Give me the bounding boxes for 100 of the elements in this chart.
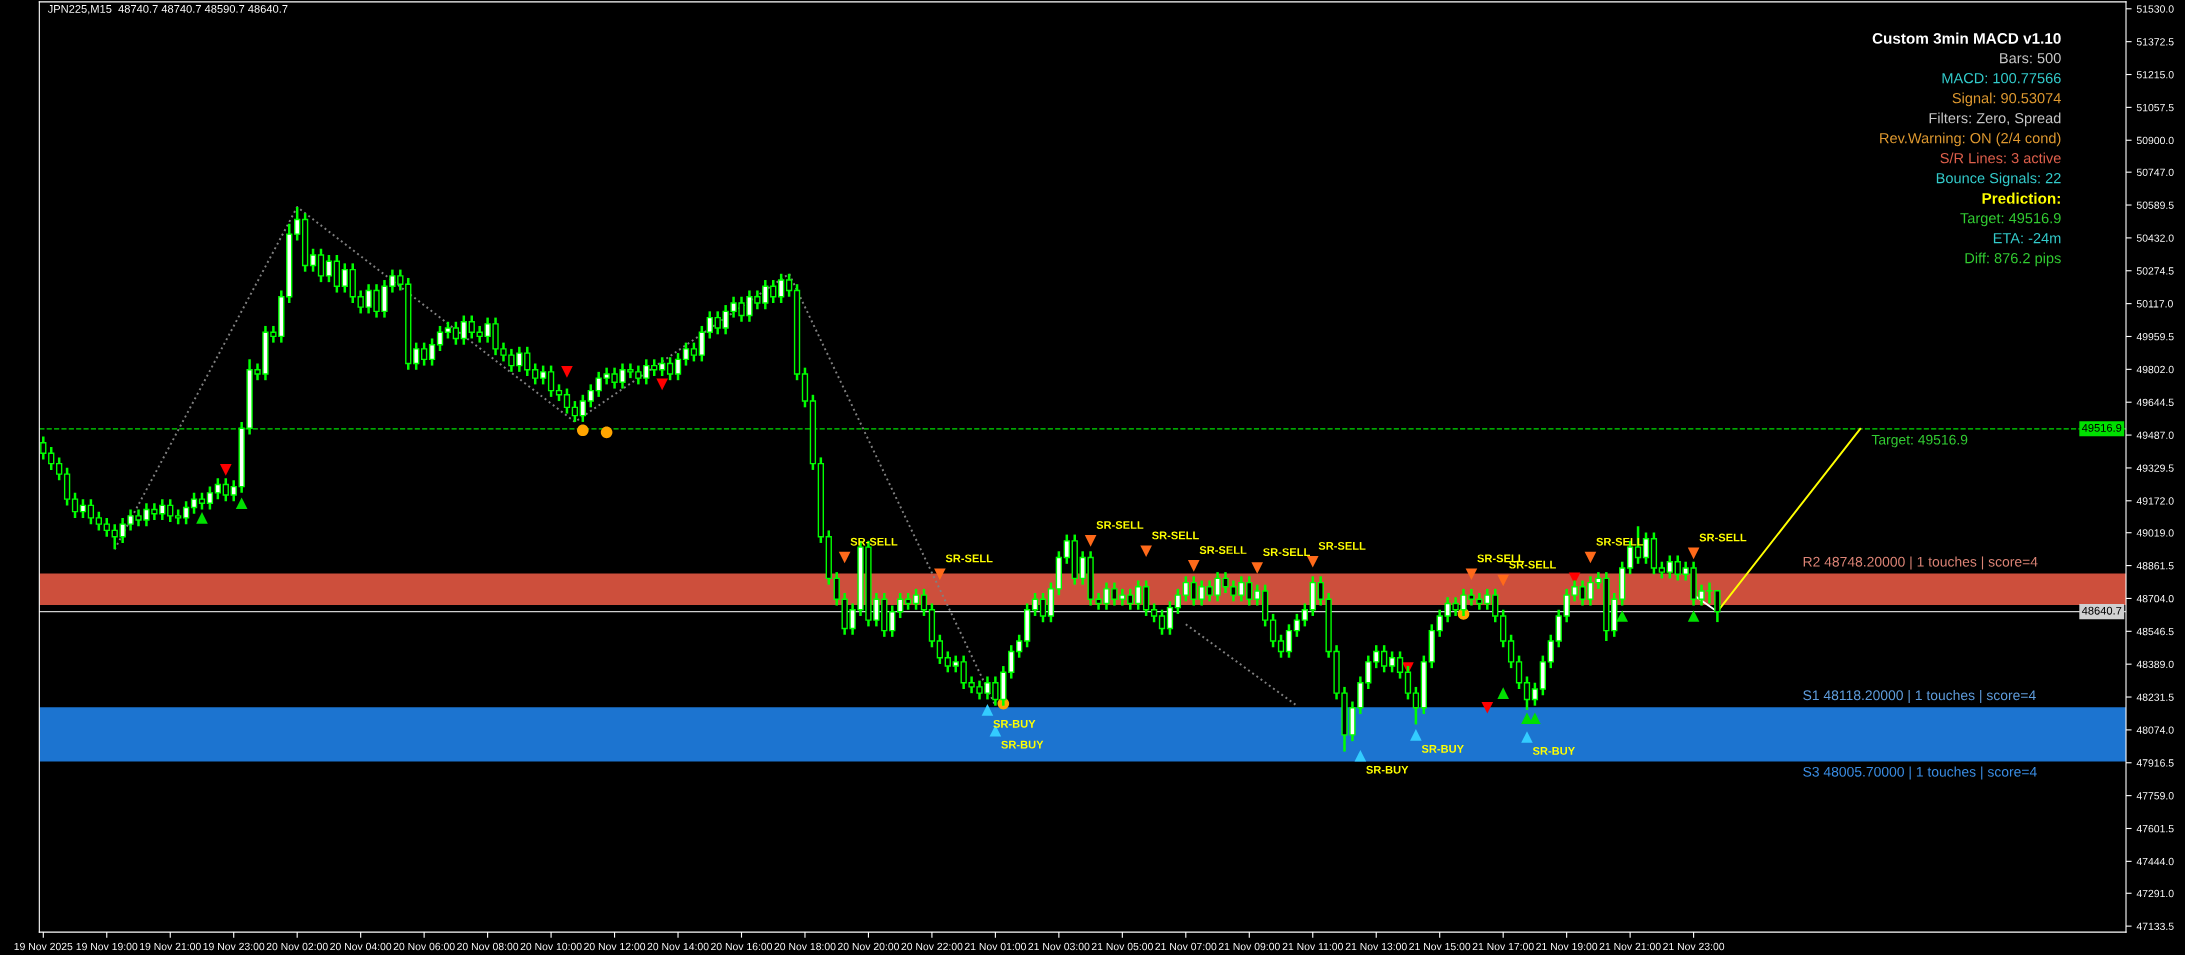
point — [1687, 547, 1700, 560]
candlestick — [182, 499, 190, 526]
point — [219, 464, 232, 476]
annotation: Bounce Signals: 22 — [1936, 172, 2061, 187]
data-label: SR-SELL — [1318, 541, 1366, 550]
candlestick — [56, 456, 63, 482]
candlestick — [1174, 587, 1182, 616]
y-tick-label: 50747.0 — [2136, 168, 2174, 177]
candlestick — [1190, 575, 1197, 607]
candlestick — [40, 435, 47, 461]
x-tick-label: 20 Nov 22:00 — [901, 942, 963, 951]
x-tick-label: 19 Nov 21:00 — [140, 942, 201, 951]
candlestick — [1412, 685, 1420, 726]
data-label: SR-BUY — [1421, 744, 1464, 753]
candlestick — [1531, 681, 1539, 707]
annotation: ETA: -24m — [1993, 232, 2061, 244]
candlestick — [317, 247, 325, 284]
point — [1497, 687, 1509, 699]
point — [235, 497, 248, 510]
annotation: Target: 49516.9 — [1871, 434, 1968, 448]
data-label: SR-SELL — [1699, 533, 1747, 542]
point — [1616, 610, 1628, 622]
point — [1497, 574, 1509, 587]
candlestick — [1492, 587, 1499, 624]
y-tick-label: 48231.5 — [2136, 693, 2174, 701]
y-tick-label: 47916.5 — [2136, 759, 2174, 767]
candlestick — [1016, 633, 1023, 659]
y-tick-label: 49644.5 — [2136, 398, 2174, 407]
point — [577, 424, 589, 437]
y-tick-label: 50900.0 — [2136, 136, 2174, 145]
x-tick-label: 21 Nov 11:00 — [1282, 942, 1343, 951]
point — [1687, 610, 1700, 622]
candlestick — [659, 355, 666, 378]
annotation: Prediction: — [1982, 192, 2060, 204]
candlestick — [79, 497, 87, 520]
candlestick — [587, 383, 594, 409]
candlestick — [1166, 600, 1174, 636]
x-tick-label: 20 Nov 04:00 — [330, 942, 392, 951]
y-tick-label: 49959.5 — [2136, 332, 2174, 341]
y-tick-label: 49172.0 — [2136, 497, 2174, 505]
candlestick — [539, 364, 547, 386]
x-tick-label: 21 Nov 09:00 — [1218, 942, 1280, 951]
candlestick — [690, 341, 698, 363]
candlestick — [1277, 633, 1285, 659]
x-tick-label: 21 Nov 01:00 — [964, 942, 1026, 951]
point — [1306, 555, 1319, 568]
y-tick-label: 51057.5 — [2136, 103, 2174, 112]
candlestick — [1158, 608, 1166, 636]
y-tick-label: 51372.5 — [2136, 38, 2174, 46]
annotation: Signal: 90.53074 — [1952, 92, 2061, 107]
candlestick — [1182, 575, 1189, 603]
candlestick — [912, 587, 920, 611]
y-tick-label: 47133.5 — [2136, 922, 2174, 931]
x-tick-label: 20 Nov 12:00 — [584, 942, 646, 951]
candlestick — [1142, 579, 1150, 618]
annotation: Rev.Warning: ON (2/4 cond) — [1880, 132, 2061, 147]
data-label: SR-SELL — [850, 537, 898, 546]
x-tick-label: 20 Nov 20:00 — [837, 942, 900, 951]
x-tick-label: 19 Nov 19:00 — [76, 942, 138, 951]
candlestick — [897, 591, 904, 620]
candlestick — [420, 341, 428, 367]
candlestick — [413, 341, 420, 372]
annotation: S/R Lines: 3 active — [1940, 152, 2061, 164]
x-tick-label: 21 Nov 07:00 — [1155, 942, 1217, 951]
ref-line-label: 49516.9 — [2081, 423, 2122, 432]
y-tick-label: 51215.0 — [2136, 71, 2174, 79]
candlestick — [48, 445, 55, 472]
candlestick — [563, 387, 571, 415]
candlestick — [222, 477, 229, 503]
x-tick-label: 20 Nov 18:00 — [774, 942, 836, 951]
band-label: S1 48118.20000 | 1 touches | score=4 — [1803, 689, 2036, 703]
candlestick — [190, 491, 198, 515]
annotation: Diff: 876.2 pips — [1965, 252, 2061, 267]
candlestick — [1063, 533, 1070, 566]
candlestick — [1301, 602, 1308, 628]
candlestick — [309, 247, 317, 273]
x-tick-label: 20 Nov 08:00 — [457, 942, 519, 951]
y-tick-label: 50274.5 — [2136, 267, 2174, 275]
candlestick — [167, 497, 174, 524]
point — [1521, 731, 1533, 743]
x-tick-label: 20 Nov 16:00 — [711, 942, 773, 951]
candlestick — [1008, 643, 1015, 680]
y-tick-label: 47444.0 — [2136, 857, 2174, 866]
band-label: R2 48748.20000 | 1 touches | score=4 — [1803, 556, 2038, 570]
candlestick — [579, 393, 586, 424]
data-label: SR-BUY — [1532, 747, 1575, 755]
candlestick — [428, 337, 436, 367]
y-tick-label: 49802.0 — [2136, 365, 2174, 374]
candlestick — [460, 314, 467, 346]
candlestick — [532, 362, 539, 386]
point — [1354, 749, 1367, 762]
x-tick-label: 21 Nov 13:00 — [1345, 942, 1407, 951]
x-tick-label: 20 Nov 02:00 — [266, 942, 328, 951]
candlestick — [1039, 591, 1047, 624]
point — [981, 704, 994, 716]
candlestick — [785, 272, 793, 298]
candlestick — [1547, 633, 1554, 670]
y-tick-label: 49019.0 — [2136, 529, 2174, 537]
data-label: SR-SELL — [1152, 531, 1199, 540]
point — [561, 366, 573, 378]
